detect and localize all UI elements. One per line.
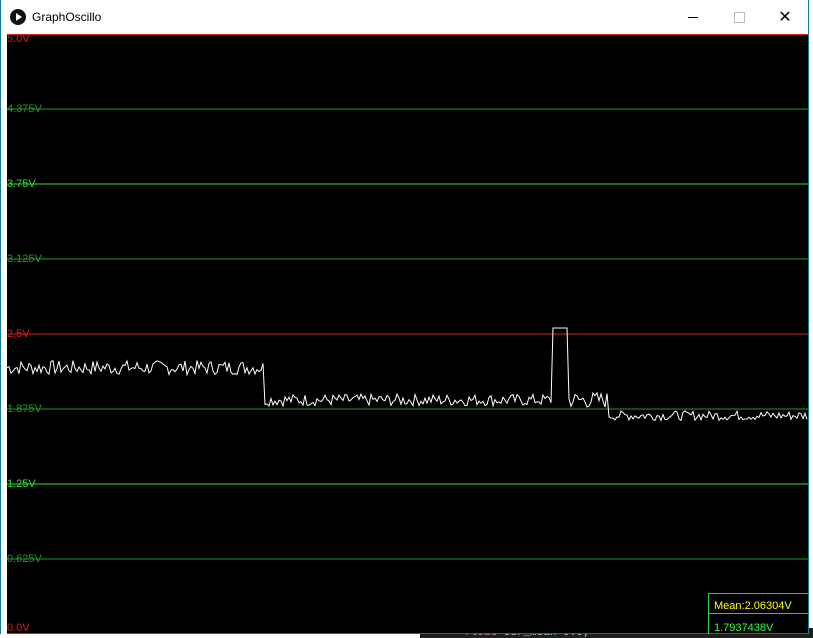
maximize-button[interactable] (716, 0, 762, 34)
y-tick-label: 2.5V (7, 328, 30, 340)
readout-divider (708, 613, 808, 614)
title-bar[interactable]: GraphOscillo ✕ (1, 0, 808, 34)
window-title: GraphOscillo (32, 10, 101, 24)
minimize-button[interactable] (670, 0, 716, 34)
signal-trace (7, 328, 807, 420)
current-value-readout: 1.7937438V (714, 622, 773, 634)
play-circle-icon (10, 9, 26, 25)
close-button[interactable]: ✕ (762, 0, 808, 34)
y-tick-label: 4.375V (7, 103, 42, 115)
mean-readout: Mean:2.06304V (714, 600, 792, 612)
y-tick-label: 0.0V (7, 622, 30, 634)
oscilloscope-plot: 5.0V 4.375V 3.75V 3.125V 2.5V 1.875V 1.25V 0.62… (7, 34, 808, 634)
close-icon: ✕ (778, 7, 791, 27)
y-tick-label: 3.75V (7, 178, 36, 190)
plot-canvas (7, 34, 808, 634)
minimize-icon (688, 17, 698, 18)
y-tick-label: 5.0V (7, 34, 30, 45)
y-tick-label: 1.25V (7, 478, 36, 490)
maximize-icon (734, 12, 745, 23)
y-tick-label: 1.875V (7, 403, 42, 415)
y-tick-label: 3.125V (7, 253, 42, 265)
y-tick-label: 0.625V (7, 553, 42, 565)
